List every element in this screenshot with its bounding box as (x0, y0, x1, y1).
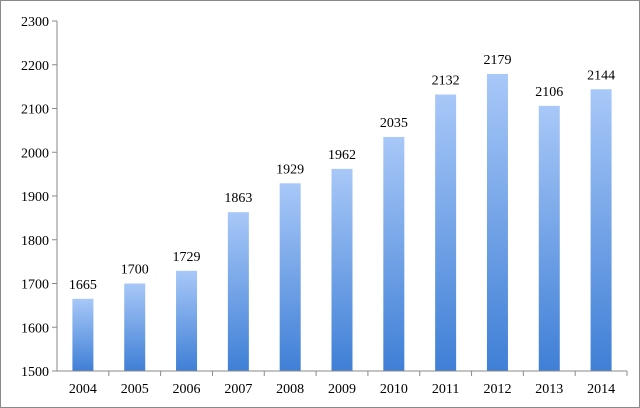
bar-value-label: 1863 (224, 191, 252, 206)
y-tick-label: 1500 (21, 365, 49, 380)
y-tick-label: 1700 (21, 278, 49, 293)
axes-layer (52, 20, 628, 376)
bar-value-label: 1929 (276, 162, 304, 177)
bar-value-label: 1962 (328, 148, 356, 163)
bar (124, 283, 146, 371)
x-tick-label: 2011 (432, 382, 459, 397)
y-tick-label: 2100 (21, 103, 49, 118)
x-tick-label: 2005 (121, 382, 149, 397)
bar-value-label: 2132 (432, 74, 460, 89)
bar-value-label: 2179 (483, 53, 511, 68)
bar (590, 89, 612, 371)
bar (486, 73, 508, 371)
bar (435, 94, 457, 371)
bar-value-label: 2106 (535, 85, 563, 100)
y-tick-label: 1800 (21, 234, 49, 249)
bar (383, 136, 405, 371)
bar-value-label: 1665 (69, 278, 97, 293)
bar (176, 270, 198, 371)
x-tick-label: 2014 (587, 382, 615, 397)
x-tick-label: 2006 (173, 382, 201, 397)
x-tick-label: 2013 (535, 382, 563, 397)
y-tick-label: 2200 (21, 59, 49, 74)
bar-value-label: 1700 (121, 263, 149, 278)
x-tick-label: 2010 (380, 382, 408, 397)
y-tick-label: 1600 (21, 321, 49, 336)
bar (279, 183, 301, 371)
y-tick-label: 1900 (21, 190, 49, 205)
bar (227, 212, 249, 371)
x-tick-label: 2007 (224, 382, 252, 397)
x-tick-label: 2009 (328, 382, 356, 397)
x-tick-label: 2012 (483, 382, 511, 397)
bar (72, 298, 94, 371)
bars-layer (72, 73, 612, 371)
y-tick-label: 2300 (21, 15, 49, 30)
bar (538, 105, 560, 371)
y-tick-label: 2000 (21, 146, 49, 161)
labels-layer: 1500 1600 1700 1800 1900 2000 2100 2200 2300 1665… (21, 15, 615, 397)
bar-value-label: 1729 (173, 250, 201, 265)
bar-value-label: 2144 (587, 68, 615, 83)
x-tick-label: 2008 (276, 382, 304, 397)
x-tick-label: 2004 (69, 382, 97, 397)
bar (331, 168, 353, 371)
bar-value-label: 2035 (380, 116, 408, 131)
